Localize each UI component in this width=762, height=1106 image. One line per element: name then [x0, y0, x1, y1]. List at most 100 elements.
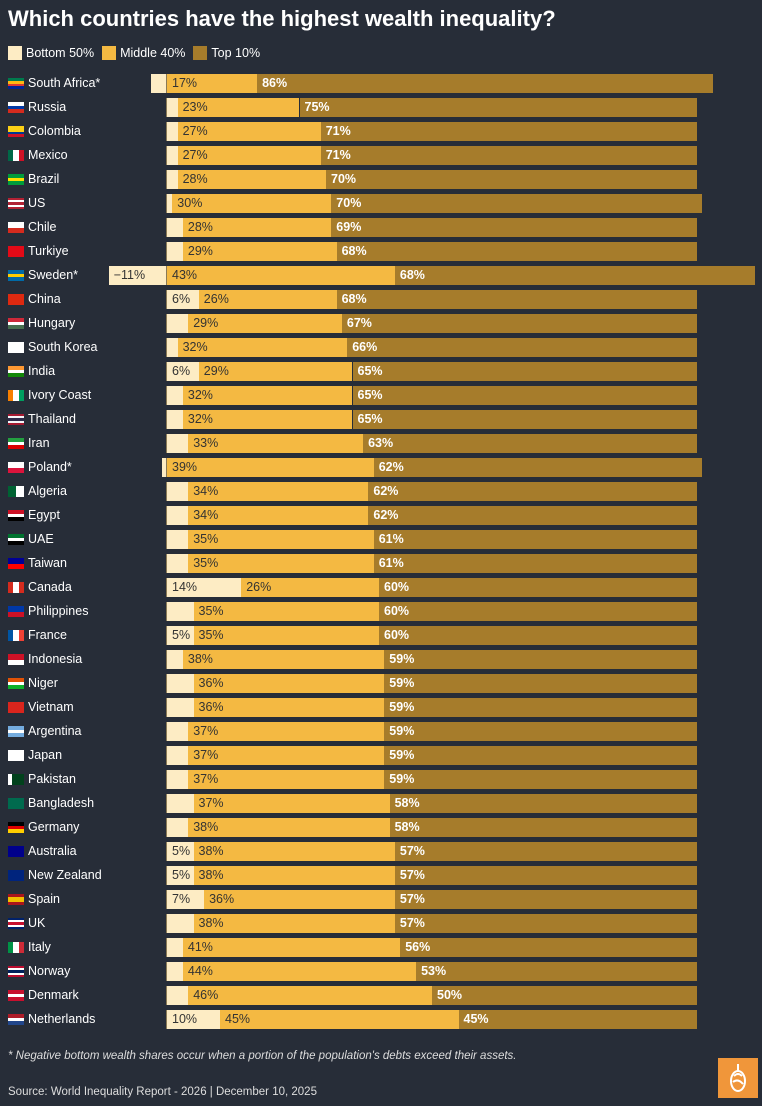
country-label: France	[28, 628, 67, 642]
chart-row: Italy 41% 56%	[0, 936, 762, 960]
chart-row: Australia 5% 38% 57%	[0, 840, 762, 864]
bar-top-10: 71%	[320, 146, 697, 165]
flag-icon	[8, 990, 24, 1001]
bar-middle-40: 27%	[177, 122, 321, 141]
bar-middle-40: 45%	[220, 1010, 459, 1029]
bar-top-10: 59%	[384, 674, 697, 693]
bar-top-10: 60%	[379, 626, 697, 645]
bar-bottom-50: −11%	[108, 266, 167, 285]
bar-top-10: 69%	[331, 218, 697, 237]
flag-icon	[8, 510, 24, 521]
chart-row: Spain 7% 36% 57%	[0, 888, 762, 912]
al-jazeera-logo	[718, 1058, 758, 1098]
bar-top-10: 60%	[379, 578, 697, 597]
chart-row: Germany 38% 58%	[0, 816, 762, 840]
flag-icon	[8, 726, 24, 737]
flag-icon	[8, 750, 24, 761]
flag-icon	[8, 870, 24, 881]
bar-middle-40: 29%	[182, 242, 337, 261]
bar-middle-40: 38%	[182, 650, 385, 669]
chart-row: Turkiye 29% 68%	[0, 240, 762, 264]
chart-row: Denmark 46% 50%	[0, 984, 762, 1008]
bar-middle-40: 35%	[188, 530, 374, 549]
country-label: Poland*	[28, 460, 72, 474]
bar-bottom-50: 5%	[167, 842, 194, 861]
bar-middle-40: 37%	[188, 722, 385, 741]
country-label: US	[28, 196, 46, 210]
bar-chart: South Africa* 17% 86% Russia 23% 75% Colombia 2…	[0, 74, 762, 1029]
bar-top-10: 56%	[400, 938, 697, 957]
bar-top-10: 65%	[352, 362, 697, 381]
bar-bottom-50	[167, 242, 183, 261]
bar-top-10: 62%	[368, 506, 697, 525]
zero-line	[166, 290, 167, 309]
chart-row: South Korea 32% 66%	[0, 336, 762, 360]
bar-middle-40: 38%	[193, 866, 395, 885]
bar-bottom-50	[167, 146, 178, 165]
bar-bottom-50: 5%	[167, 626, 194, 645]
legend-swatch	[102, 46, 117, 60]
country-label: UAE	[28, 532, 54, 546]
zero-line	[166, 818, 167, 837]
chart-row: Indonesia 38% 59%	[0, 648, 762, 672]
bar-middle-40: 36%	[193, 698, 385, 717]
bar-top-10: 65%	[352, 386, 697, 405]
zero-line	[166, 626, 167, 645]
bar-top-10: 62%	[373, 458, 703, 477]
chart-row: Chile 28% 69%	[0, 216, 762, 240]
zero-line	[166, 914, 167, 933]
bar-bottom-50: 7%	[167, 890, 205, 909]
chart-row: Japan 37% 59%	[0, 744, 762, 768]
bar-top-10: 70%	[331, 194, 703, 213]
zero-line	[166, 602, 167, 621]
zero-line	[166, 266, 167, 285]
bar-middle-40: 36%	[193, 674, 385, 693]
bar-middle-40: 37%	[188, 746, 385, 765]
legend-label: Middle 40%	[120, 46, 186, 60]
bar-top-10: 68%	[394, 266, 756, 285]
zero-line	[166, 938, 167, 957]
bar-top-10: 60%	[379, 602, 697, 621]
bar-bottom-50	[167, 698, 194, 717]
flag-icon	[8, 1014, 24, 1025]
bar-top-10: 68%	[336, 242, 697, 261]
country-label: Algeria	[28, 484, 67, 498]
chart-row: New Zealand 5% 38% 57%	[0, 864, 762, 888]
zero-line	[166, 410, 167, 429]
bar-bottom-50	[167, 938, 183, 957]
flag-icon	[8, 78, 24, 89]
country-label: Turkiye	[28, 244, 69, 258]
bar-top-10: 45%	[458, 1010, 697, 1029]
bar-bottom-50: 10%	[167, 1010, 220, 1029]
bar-bottom-50	[167, 818, 189, 837]
country-label: Germany	[28, 820, 80, 834]
legend-swatch	[8, 46, 22, 60]
bar-bottom-50	[167, 98, 178, 117]
bar-bottom-50	[167, 746, 189, 765]
chart-row: Poland* 39% 62%	[0, 456, 762, 480]
zero-line	[166, 170, 167, 189]
flag-icon	[8, 942, 24, 953]
flag-icon	[8, 102, 24, 113]
bar-top-10: 71%	[320, 122, 697, 141]
bar-top-10: 67%	[341, 314, 697, 333]
country-label: Philippines	[28, 604, 89, 618]
flag-icon	[8, 198, 24, 209]
zero-line	[166, 98, 167, 117]
zero-line	[166, 866, 167, 885]
chart-row: UK 38% 57%	[0, 912, 762, 936]
zero-line	[166, 746, 167, 765]
flag-icon	[8, 126, 24, 137]
flag-icon	[8, 678, 24, 689]
zero-line	[166, 362, 167, 381]
country-label: Canada	[28, 580, 72, 594]
flag-icon	[8, 774, 24, 785]
country-label: Sweden*	[28, 268, 79, 282]
flag-icon	[8, 582, 24, 593]
bar-middle-40: 26%	[241, 578, 379, 597]
bar-bottom-50	[167, 770, 189, 789]
chart-row: Canada 14% 26% 60%	[0, 576, 762, 600]
country-label: Niger	[28, 676, 58, 690]
zero-line	[166, 842, 167, 861]
chart-row: Norway 44% 53%	[0, 960, 762, 984]
